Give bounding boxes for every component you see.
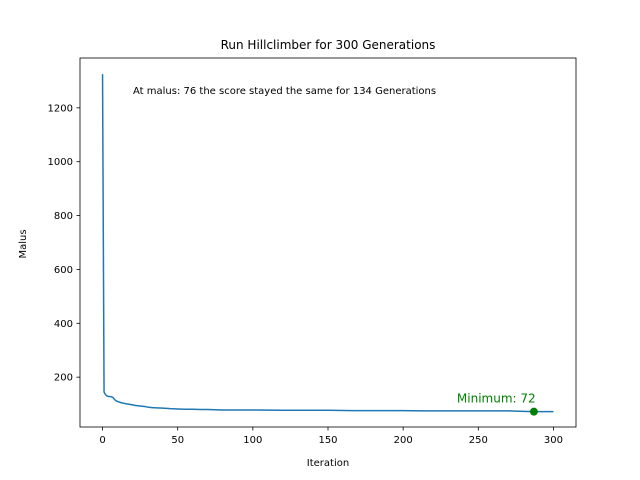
series-line	[101, 74, 554, 413]
plot-frame	[79, 57, 577, 428]
x-tick-label: 150	[318, 435, 337, 446]
x-tick-label: 100	[243, 435, 262, 446]
y-tick-label: 800	[54, 211, 73, 222]
y-tick-label: 1200	[48, 103, 73, 114]
minimum-label: Minimum: 72	[457, 392, 536, 406]
x-tick-label: 50	[171, 435, 184, 446]
y-tick-label: 200	[54, 373, 73, 384]
plot-area: Minimum: 72 0 50 100 150 200 250 300 200 400 600 80…	[48, 57, 577, 446]
x-tick-label: 250	[469, 435, 488, 446]
x-tick-label: 200	[394, 435, 413, 446]
y-tick-label: 400	[54, 319, 73, 330]
minimum-marker	[529, 407, 538, 416]
y-axis-label: Malus	[18, 229, 29, 258]
x-tick-label: 300	[544, 435, 563, 446]
chart-annotation: At malus: 76 the score stayed the same f…	[133, 86, 436, 97]
x-tick-label: 0	[99, 435, 105, 446]
x-axis-label: Iteration	[307, 458, 349, 469]
y-tick-label: 1000	[48, 157, 73, 168]
chart-title: Run Hillclimber for 300 Generations	[221, 38, 436, 52]
y-tick-label: 600	[54, 265, 73, 276]
